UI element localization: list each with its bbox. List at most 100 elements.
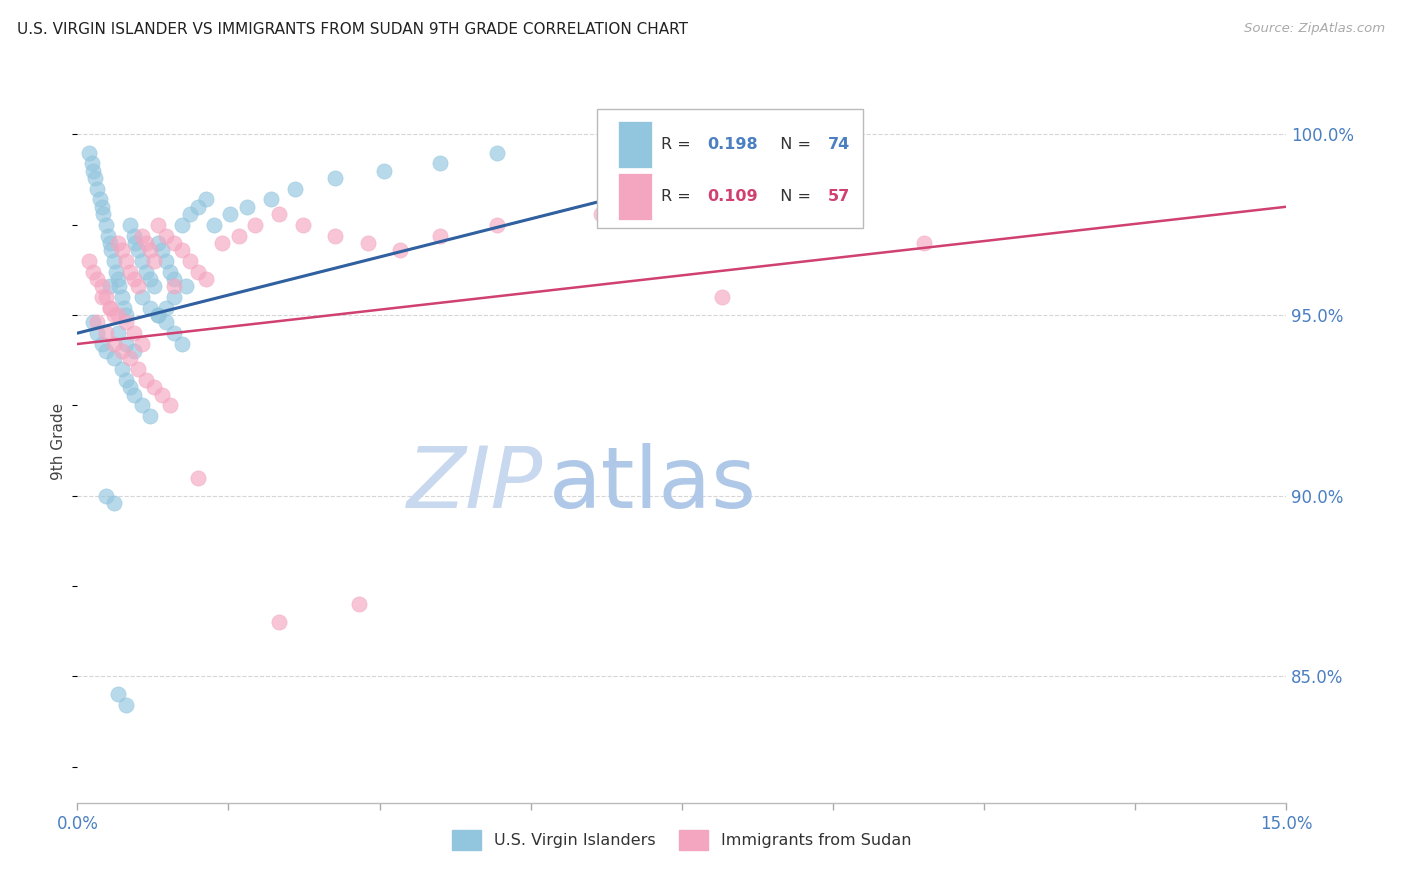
Point: [94, 326, 117, 341]
Point: [150, 387, 173, 401]
Point: [90, 279, 112, 293]
Point: [103, 337, 125, 351]
Point: [97, 228, 120, 243]
Point: [98, 279, 121, 293]
Point: [86, 326, 108, 341]
Point: [912, 235, 935, 250]
Text: atlas: atlas: [548, 443, 756, 526]
Legend: U.S. Virgin Islanders, Immigrants from Sudan: U.S. Virgin Islanders, Immigrants from S…: [446, 824, 918, 856]
Point: [349, 597, 371, 611]
Point: [135, 373, 157, 387]
Point: [94, 344, 117, 359]
Point: [211, 235, 233, 250]
Point: [163, 326, 186, 341]
Point: [174, 279, 197, 293]
Point: [84, 170, 107, 185]
Point: [135, 265, 157, 279]
Point: [79, 254, 101, 268]
Point: [142, 254, 165, 268]
Point: [107, 688, 129, 702]
Point: [323, 170, 346, 185]
Point: [98, 235, 121, 250]
Point: [111, 362, 134, 376]
Point: [86, 272, 108, 286]
Point: [90, 337, 112, 351]
Point: [179, 207, 201, 221]
Point: [122, 326, 145, 341]
Point: [267, 207, 290, 221]
Point: [90, 290, 112, 304]
Point: [139, 272, 162, 286]
Point: [90, 200, 112, 214]
Point: [172, 243, 194, 257]
Text: Source: ZipAtlas.com: Source: ZipAtlas.com: [1244, 22, 1385, 36]
Point: [122, 228, 145, 243]
Point: [111, 243, 134, 257]
Point: [267, 615, 290, 630]
Text: 0.198: 0.198: [707, 136, 758, 152]
Point: [82, 265, 104, 279]
Point: [103, 351, 125, 366]
Text: U.S. VIRGIN ISLANDER VS IMMIGRANTS FROM SUDAN 9TH GRADE CORRELATION CHART: U.S. VIRGIN ISLANDER VS IMMIGRANTS FROM …: [17, 22, 688, 37]
Point: [131, 254, 153, 268]
Point: [163, 290, 186, 304]
Point: [485, 145, 508, 160]
Point: [163, 279, 186, 293]
Point: [131, 399, 153, 413]
Point: [150, 243, 173, 257]
Point: [79, 145, 101, 160]
Point: [235, 200, 257, 214]
Point: [118, 218, 141, 232]
Point: [122, 272, 145, 286]
Point: [591, 207, 613, 221]
Point: [179, 254, 201, 268]
FancyBboxPatch shape: [598, 109, 863, 228]
Point: [155, 228, 177, 243]
Point: [94, 489, 117, 503]
Point: [243, 218, 266, 232]
Point: [135, 235, 157, 250]
Point: [172, 337, 194, 351]
Point: [388, 243, 411, 257]
Point: [98, 301, 121, 315]
Point: [111, 344, 134, 359]
Point: [127, 362, 149, 376]
Point: [172, 218, 194, 232]
Point: [284, 182, 307, 196]
Point: [98, 301, 121, 315]
Point: [146, 308, 169, 322]
Point: [103, 308, 125, 322]
Point: [122, 344, 145, 359]
Point: [114, 315, 136, 329]
Text: N =: N =: [770, 189, 817, 204]
Point: [127, 279, 149, 293]
Point: [163, 272, 186, 286]
Point: [711, 290, 734, 304]
Text: 0.109: 0.109: [707, 189, 758, 204]
Point: [142, 380, 165, 394]
Point: [146, 218, 169, 232]
Point: [187, 265, 209, 279]
Y-axis label: 9th Grade: 9th Grade: [51, 403, 66, 480]
Text: R =: R =: [661, 136, 696, 152]
Point: [122, 387, 145, 401]
Point: [91, 207, 114, 221]
Point: [195, 193, 218, 207]
Point: [114, 337, 136, 351]
Point: [163, 235, 186, 250]
Point: [219, 207, 242, 221]
Point: [111, 290, 134, 304]
Point: [202, 218, 225, 232]
Point: [80, 156, 103, 170]
Point: [82, 163, 104, 178]
Text: N =: N =: [770, 136, 817, 152]
Point: [187, 200, 209, 214]
Point: [118, 351, 141, 366]
Point: [429, 156, 451, 170]
Point: [107, 272, 129, 286]
Point: [159, 399, 181, 413]
Point: [114, 698, 136, 713]
Text: ZIP: ZIP: [406, 443, 543, 526]
Point: [195, 272, 218, 286]
Point: [118, 265, 141, 279]
